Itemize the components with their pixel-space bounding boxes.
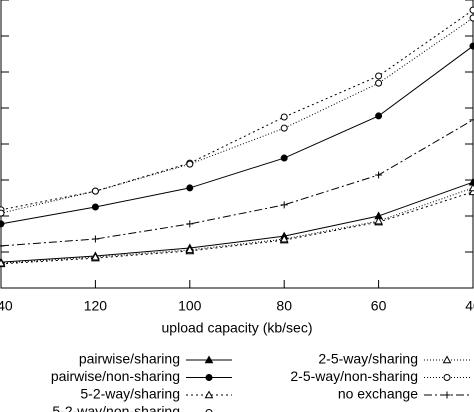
marker xyxy=(443,391,451,399)
marker xyxy=(442,355,452,364)
marker xyxy=(468,183,474,192)
series-line xyxy=(0,181,474,263)
marker xyxy=(469,6,474,14)
x-tick-label: 40 xyxy=(465,298,474,314)
legend-label: 2-5-way/sharing xyxy=(318,351,418,367)
marker xyxy=(375,112,383,120)
legend-label: 5-2-way/non-sharing xyxy=(52,403,180,412)
marker xyxy=(0,209,5,217)
marker xyxy=(280,113,288,121)
marker xyxy=(186,160,194,168)
marker xyxy=(91,187,99,195)
marker xyxy=(0,220,5,228)
marker xyxy=(186,184,194,192)
series-line xyxy=(0,17,474,214)
marker xyxy=(0,242,5,250)
marker xyxy=(204,355,214,364)
marker xyxy=(205,409,213,412)
marker xyxy=(469,14,474,22)
marker xyxy=(279,234,289,243)
legend-label: no exchange xyxy=(338,386,418,402)
x-tick-label: 120 xyxy=(84,298,108,314)
x-tick-label: 80 xyxy=(276,298,292,314)
marker xyxy=(469,116,474,124)
legend-label: pairwise/sharing xyxy=(79,351,180,367)
marker xyxy=(375,79,383,87)
marker xyxy=(0,258,6,267)
x-tick-label: 140 xyxy=(0,298,13,314)
x-axis-label: upload capacity (kb/sec) xyxy=(162,320,313,336)
series-line xyxy=(0,45,474,225)
marker xyxy=(204,390,214,399)
marker xyxy=(374,216,383,225)
marker xyxy=(91,252,100,261)
marker xyxy=(375,72,383,80)
legend-label: 5-2-way/sharing xyxy=(80,386,180,402)
marker xyxy=(469,42,474,50)
series-line xyxy=(0,187,474,264)
series-line xyxy=(0,119,474,247)
marker xyxy=(91,235,99,243)
marker xyxy=(186,220,194,228)
marker xyxy=(280,154,288,162)
legend-label: pairwise/non-sharing xyxy=(51,368,180,384)
marker xyxy=(280,201,288,209)
marker xyxy=(375,171,383,179)
x-tick-label: 60 xyxy=(371,298,387,314)
marker xyxy=(185,245,195,254)
series-line xyxy=(0,191,474,265)
series-line xyxy=(0,9,474,211)
marker xyxy=(205,374,213,381)
marker xyxy=(280,124,288,132)
legend-label: 2-5-way/non-sharing xyxy=(290,368,418,384)
marker xyxy=(91,203,99,211)
plot-frame xyxy=(0,0,474,289)
marker xyxy=(443,374,451,381)
x-tick-label: 100 xyxy=(178,298,202,314)
